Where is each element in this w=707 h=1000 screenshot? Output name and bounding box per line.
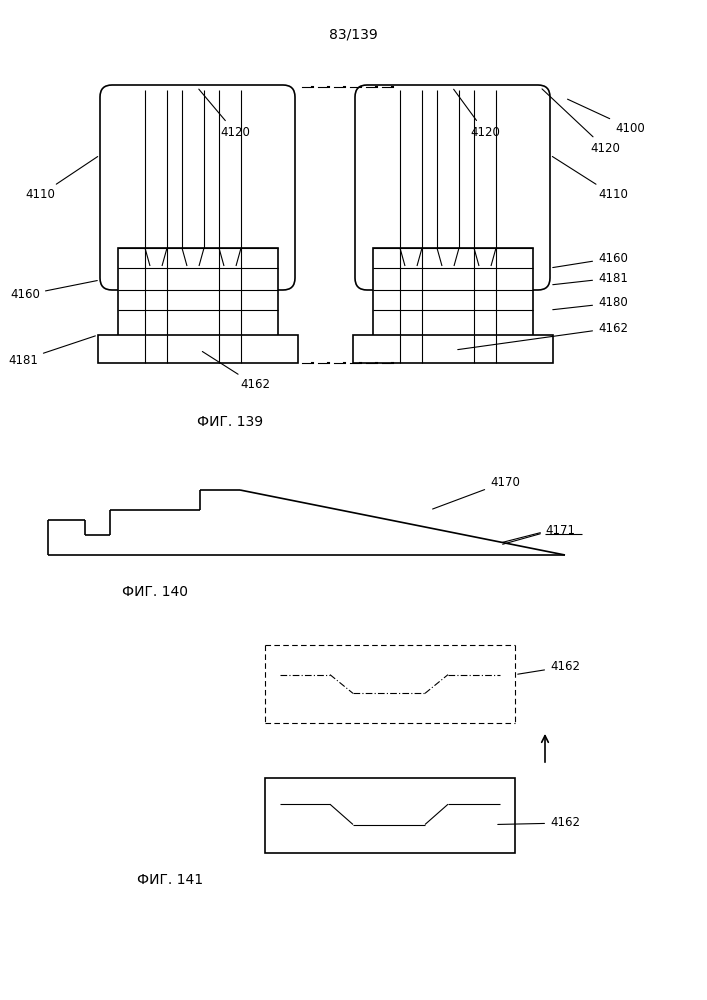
Text: 4162: 4162: [518, 660, 580, 674]
FancyBboxPatch shape: [355, 85, 550, 290]
Text: ФИГ. 140: ФИГ. 140: [122, 585, 188, 599]
Text: 4110: 4110: [25, 157, 98, 202]
Text: 4162: 4162: [457, 322, 628, 350]
FancyBboxPatch shape: [100, 85, 295, 290]
Text: 4170: 4170: [433, 476, 520, 509]
Bar: [98, 335, 298, 363]
Text: 83/139: 83/139: [329, 28, 378, 42]
Text: ФИГ. 141: ФИГ. 141: [137, 873, 203, 887]
Bar: [373, 248, 533, 338]
Text: 4180: 4180: [553, 296, 628, 310]
Text: 4162: 4162: [498, 816, 580, 830]
Bar: [118, 248, 278, 338]
Bar: [353, 335, 553, 363]
Text: 4160: 4160: [10, 281, 98, 302]
Text: 4162: 4162: [202, 351, 270, 391]
Text: 4120: 4120: [542, 89, 620, 154]
Text: 4120: 4120: [199, 89, 250, 138]
Text: 4100: 4100: [568, 99, 645, 134]
Text: 4120: 4120: [454, 89, 500, 138]
Text: 4181: 4181: [8, 336, 95, 366]
Text: ФИГ. 139: ФИГ. 139: [197, 415, 263, 429]
Text: 4171: 4171: [545, 524, 575, 536]
Bar: [265, 778, 515, 853]
Text: 4160: 4160: [553, 251, 628, 268]
Text: 4110: 4110: [552, 156, 628, 202]
Text: 4181: 4181: [553, 271, 628, 285]
